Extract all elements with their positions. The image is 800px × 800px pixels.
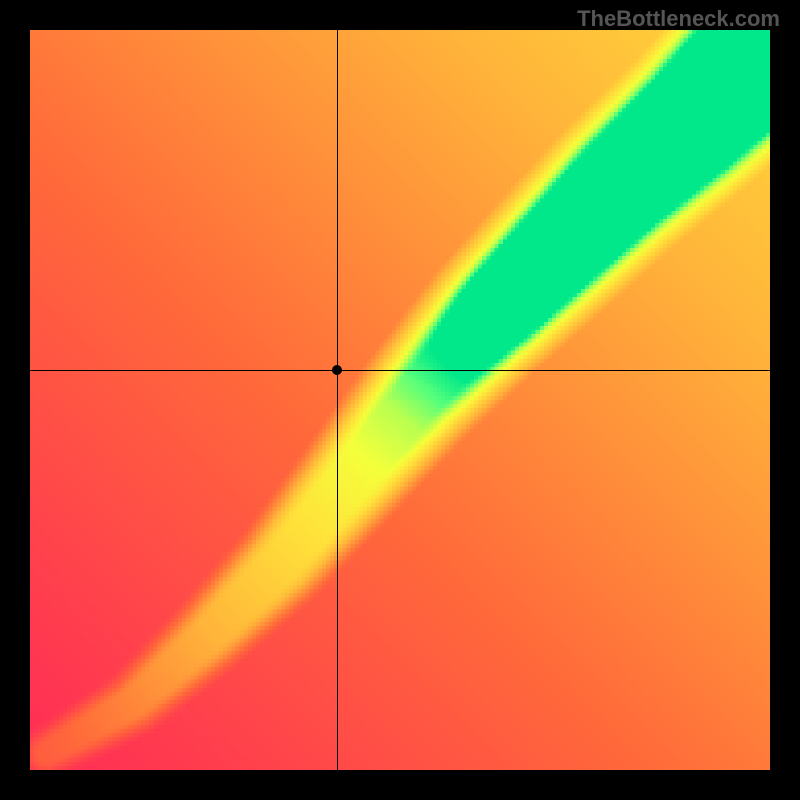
crosshair-vertical bbox=[337, 30, 338, 770]
crosshair-horizontal bbox=[30, 370, 770, 371]
watermark-text: TheBottleneck.com bbox=[577, 6, 780, 32]
chart-container: TheBottleneck.com bbox=[0, 0, 800, 800]
heatmap-canvas bbox=[30, 30, 770, 770]
plot-frame bbox=[30, 30, 770, 770]
